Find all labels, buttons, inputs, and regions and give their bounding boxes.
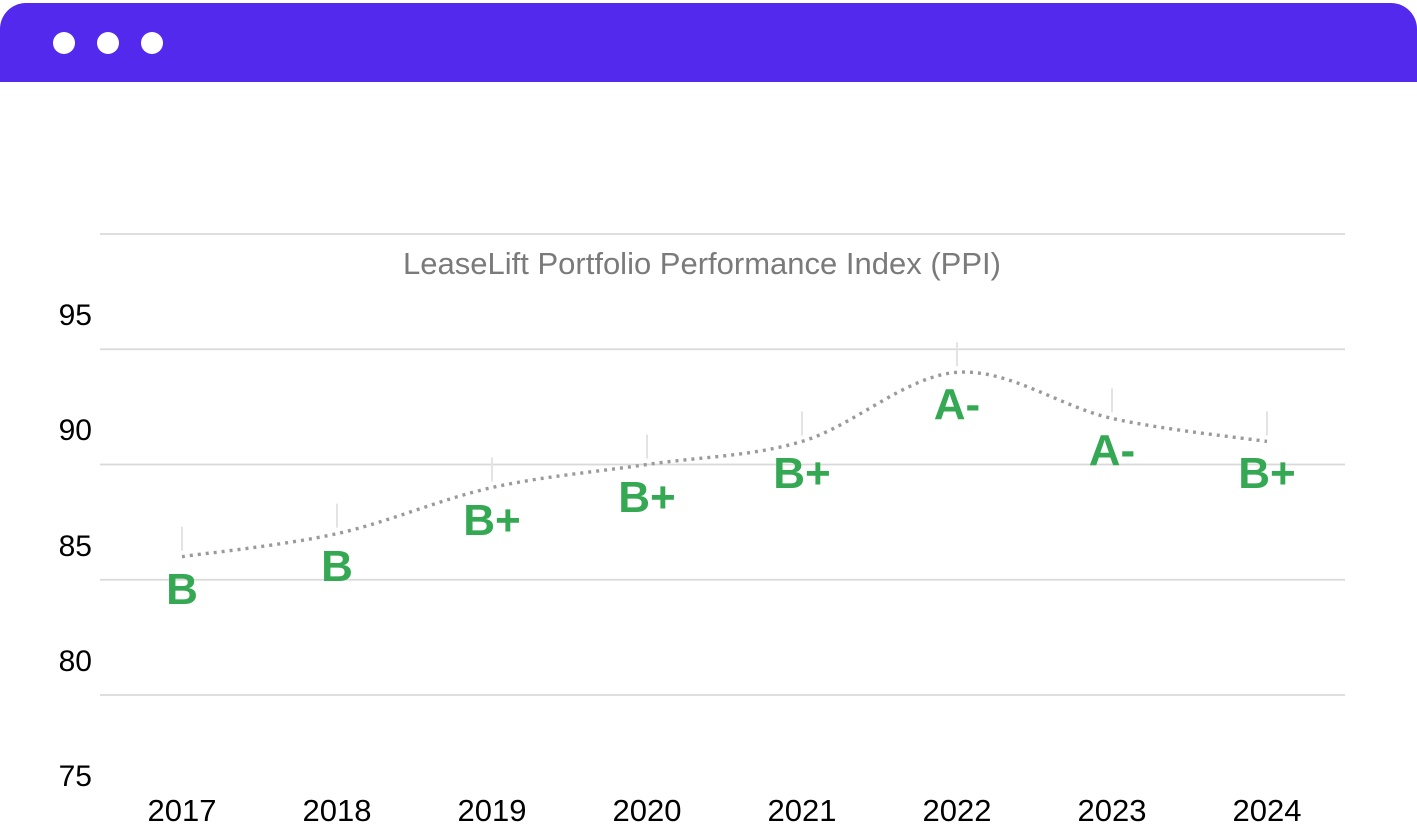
x-axis-label-2021: 2021	[767, 793, 837, 828]
x-axis-label-2019: 2019	[457, 793, 527, 828]
chart: LeaseLift Portfolio Performance Index (P…	[0, 82, 1417, 834]
grade-label-2023: A-	[1088, 426, 1136, 476]
grade-label-2021: B+	[773, 449, 831, 499]
grade-label-2019: B+	[463, 495, 521, 545]
grade-label-2022: A-	[933, 380, 981, 430]
grade-label-2024: B+	[1238, 449, 1296, 499]
x-axis-label-2023: 2023	[1077, 793, 1147, 828]
x-axis-label-2020: 2020	[612, 793, 682, 828]
series-line-ppi	[181, 370, 1268, 559]
x-axis-label-2017: 2017	[147, 793, 217, 828]
grade-label-2017: B	[166, 564, 198, 614]
x-axis-label-2024: 2024	[1232, 793, 1302, 828]
chart-canvas	[100, 233, 1345, 696]
y-axis-label-95: 95	[58, 299, 92, 332]
y-axis-label-75: 75	[58, 760, 92, 793]
y-axis-label-80: 80	[58, 644, 92, 678]
grade-label-2020: B+	[618, 472, 676, 522]
window-titlebar	[0, 3, 1417, 82]
window-dot-2[interactable]	[97, 31, 119, 54]
x-axis-label-2018: 2018	[302, 793, 372, 828]
grade-label-2018: B	[321, 541, 353, 591]
x-axis-label-2022: 2022	[922, 793, 992, 828]
window-dot-1[interactable]	[53, 31, 75, 54]
y-axis-label-85: 85	[58, 529, 92, 563]
y-axis-label-90: 90	[58, 414, 92, 448]
window-dot-3[interactable]	[141, 31, 163, 54]
chart-title: LeaseLift Portfolio Performance Index (P…	[403, 246, 1001, 281]
